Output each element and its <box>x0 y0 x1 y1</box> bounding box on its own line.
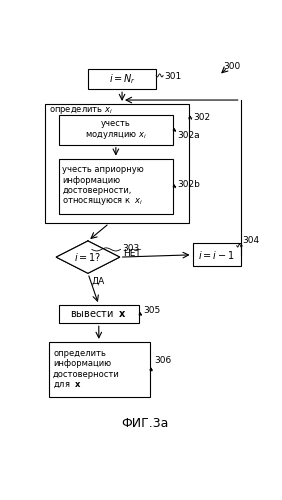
Text: 302: 302 <box>193 114 210 122</box>
Text: вывести  $\mathbf{x}$: вывести $\mathbf{x}$ <box>70 309 127 319</box>
Text: ДА: ДА <box>92 276 105 285</box>
Text: $i = N_r$: $i = N_r$ <box>109 72 136 86</box>
Bar <box>193 244 241 266</box>
Bar <box>58 116 173 144</box>
Text: $i = i - 1$: $i = i - 1$ <box>198 249 235 261</box>
Text: определить $x_i$: определить $x_i$ <box>49 106 113 117</box>
Text: определить
информацию
достоверности
для  $\mathbf{x}$: определить информацию достоверности для … <box>53 349 120 390</box>
Text: учесть
модуляцию $x_i$: учесть модуляцию $x_i$ <box>85 120 147 141</box>
Polygon shape <box>56 241 120 274</box>
Text: 302a: 302a <box>177 131 200 140</box>
Text: ФИГ.3а: ФИГ.3а <box>121 417 168 430</box>
Bar <box>45 104 189 223</box>
Text: учесть априорную
информацию
достоверности,
относящуюся к  $x_i$: учесть априорную информацию достоверност… <box>62 165 144 208</box>
Text: НЕТ: НЕТ <box>124 249 141 258</box>
Text: 303: 303 <box>122 244 139 253</box>
Bar <box>58 158 173 214</box>
Text: 306: 306 <box>154 356 171 365</box>
Text: 302b: 302b <box>177 180 200 189</box>
Text: 300: 300 <box>224 62 241 70</box>
Text: 305: 305 <box>143 306 160 315</box>
Text: 301: 301 <box>165 72 182 82</box>
Bar <box>58 305 139 324</box>
Text: 304: 304 <box>242 236 259 244</box>
Text: $i = 1?$: $i = 1?$ <box>74 251 102 263</box>
Bar <box>49 342 150 398</box>
Bar <box>88 69 156 89</box>
